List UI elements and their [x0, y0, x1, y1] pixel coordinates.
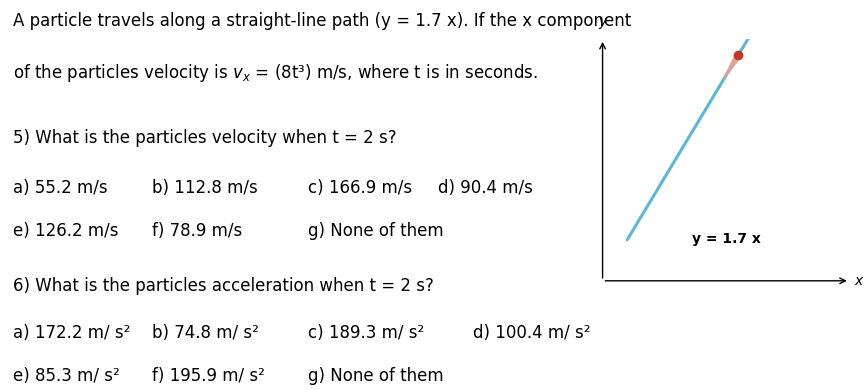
Text: e) 85.3 m/ s²: e) 85.3 m/ s²: [13, 367, 120, 385]
Text: g) None of them: g) None of them: [308, 222, 443, 240]
Text: a) 172.2 m/ s²: a) 172.2 m/ s²: [13, 324, 130, 342]
Text: f) 78.9 m/s: f) 78.9 m/s: [152, 222, 242, 240]
Text: y = 1.7 x: y = 1.7 x: [692, 232, 760, 246]
Text: c) 189.3 m/ s²: c) 189.3 m/ s²: [308, 324, 424, 342]
Text: f) 195.9 m/ s²: f) 195.9 m/ s²: [152, 367, 264, 385]
Text: b) 112.8 m/s: b) 112.8 m/s: [152, 179, 257, 197]
Text: 6) What is the particles acceleration when t = 2 s?: 6) What is the particles acceleration wh…: [13, 277, 434, 295]
Text: y: y: [598, 15, 607, 29]
Text: d) 100.4 m/ s²: d) 100.4 m/ s²: [473, 324, 590, 342]
Text: a) 55.2 m/s: a) 55.2 m/s: [13, 179, 108, 197]
Text: c) 166.9 m/s: c) 166.9 m/s: [308, 179, 412, 197]
Text: d) 90.4 m/s: d) 90.4 m/s: [438, 179, 532, 197]
Text: e) 126.2 m/s: e) 126.2 m/s: [13, 222, 119, 240]
Text: b) 74.8 m/ s²: b) 74.8 m/ s²: [152, 324, 258, 342]
Text: g) None of them: g) None of them: [308, 367, 443, 385]
Text: of the particles velocity is $v_x$ = (8t³) m/s, where t is in seconds.: of the particles velocity is $v_x$ = (8t…: [13, 62, 538, 84]
Text: 5) What is the particles velocity when t = 2 s?: 5) What is the particles velocity when t…: [13, 129, 396, 147]
Text: x: x: [855, 274, 863, 288]
Text: A particle travels along a straight-line path (y = 1.7 x). If the x component: A particle travels along a straight-line…: [13, 12, 631, 30]
